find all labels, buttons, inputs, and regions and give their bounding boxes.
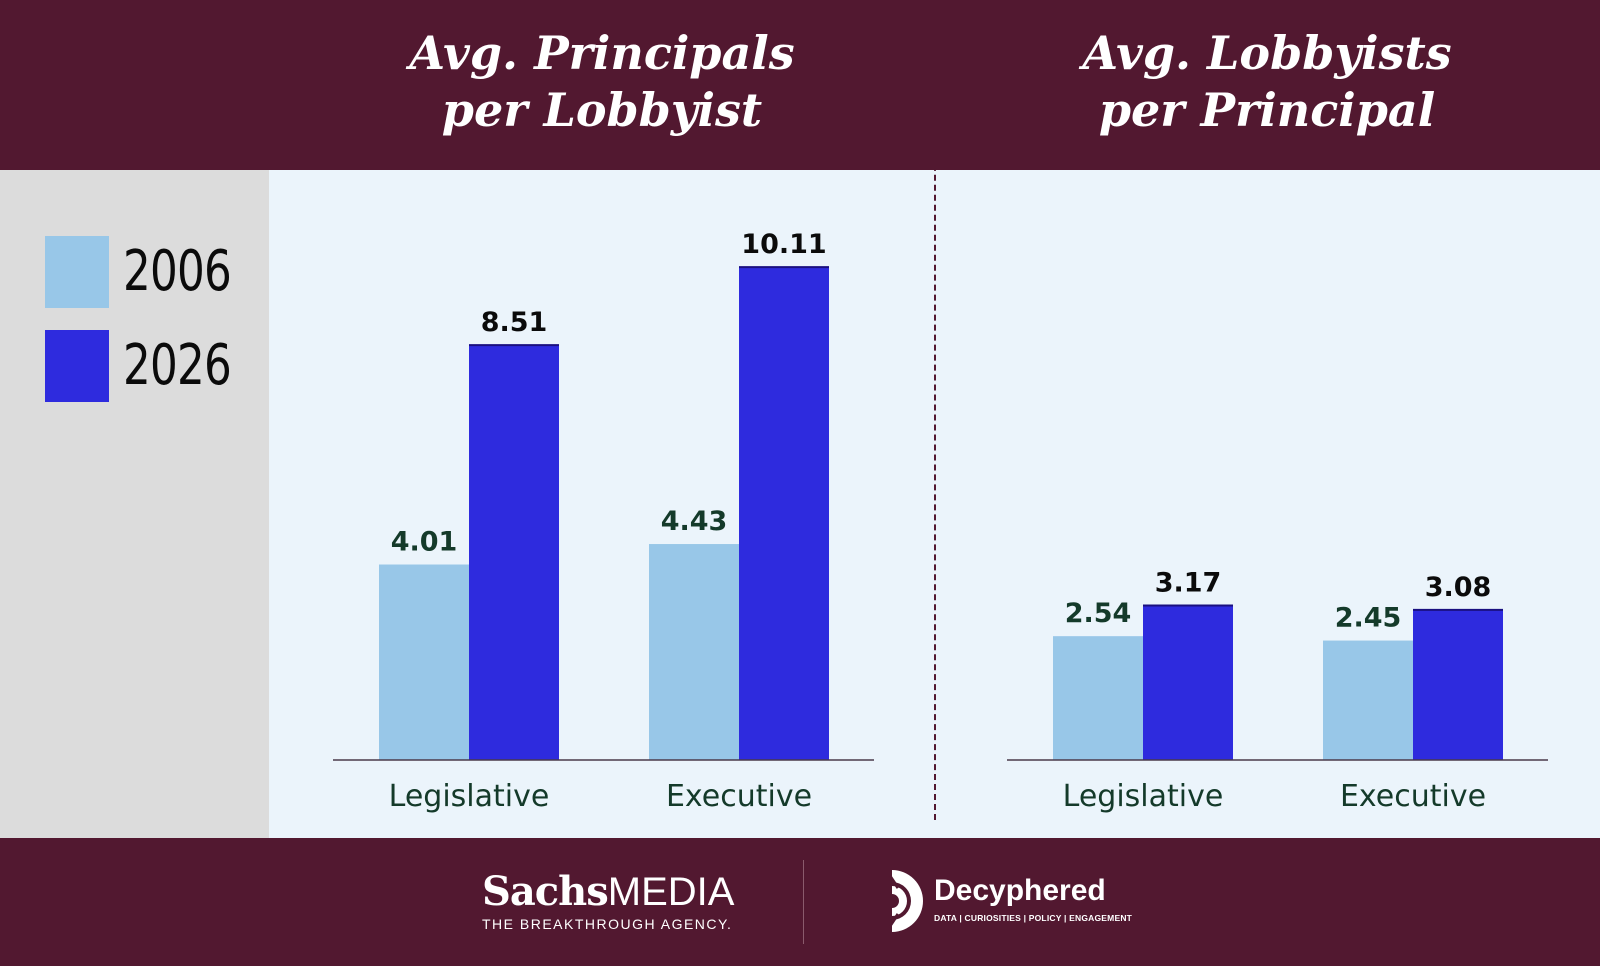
data-label: 4.43: [661, 506, 728, 537]
panel-title-line: Avg. Lobbyists: [1082, 26, 1452, 80]
category-label-legislative: Legislative: [1063, 779, 1224, 814]
legend-swatch-2006: [45, 236, 109, 308]
bar-2006-executive: [1323, 640, 1413, 760]
logo-media-text: MEDIA: [607, 870, 735, 914]
bar-2006-legislative: [1053, 636, 1143, 760]
bar-2006-legislative: [379, 564, 469, 760]
bar-2006-executive: [649, 544, 739, 760]
category-label-executive: Executive: [666, 779, 812, 814]
panel-title-line: per Principal: [1098, 83, 1436, 137]
category-label-executive: Executive: [1340, 779, 1486, 814]
decyphered-tagline: DATA | CURIOSITIES | POLICY | ENGAGEMENT: [934, 913, 1133, 923]
data-label: 2.45: [1335, 603, 1402, 634]
legend-swatch-2026: [45, 330, 109, 402]
panel-title-line: Avg. Principals: [409, 26, 795, 80]
footer-band: [0, 838, 1600, 966]
header-band: [0, 0, 1600, 170]
legend-label-2006: 2006: [123, 239, 232, 304]
logo-sachs-text: Sachs: [482, 868, 609, 915]
panel-title-line: per Lobbyist: [441, 83, 763, 137]
footer-separator: [803, 860, 804, 944]
data-label: 10.11: [741, 229, 826, 260]
bar-2026-executive: [1413, 609, 1503, 760]
sachs-media-logo: SachsMEDIA THE BREAKTHROUGH AGENCY.: [482, 870, 735, 933]
data-label: 3.17: [1155, 567, 1222, 598]
panel-title-principals-per-lobbyist: Avg. Principals per Lobbyist: [302, 25, 902, 139]
bar-2026-legislative: [469, 345, 559, 760]
data-label: 4.01: [391, 527, 458, 558]
legend-label-2026: 2026: [123, 333, 232, 398]
sachs-media-tagline: THE BREAKTHROUGH AGENCY.: [482, 916, 733, 932]
data-label: 2.54: [1065, 598, 1132, 629]
bar-2026-legislative: [1143, 605, 1233, 760]
bar-2026-executive: [739, 267, 829, 760]
decyphered-name: Decyphered: [934, 874, 1106, 907]
data-label: 3.08: [1425, 572, 1492, 603]
legend-panel: [0, 170, 269, 838]
decyphered-icon: [888, 870, 923, 932]
panel-divider: [934, 15, 936, 820]
panel-title-lobbyists-per-principal: Avg. Lobbyists per Principal: [967, 25, 1567, 139]
data-label: 8.51: [481, 307, 548, 338]
category-label-legislative: Legislative: [389, 779, 550, 814]
